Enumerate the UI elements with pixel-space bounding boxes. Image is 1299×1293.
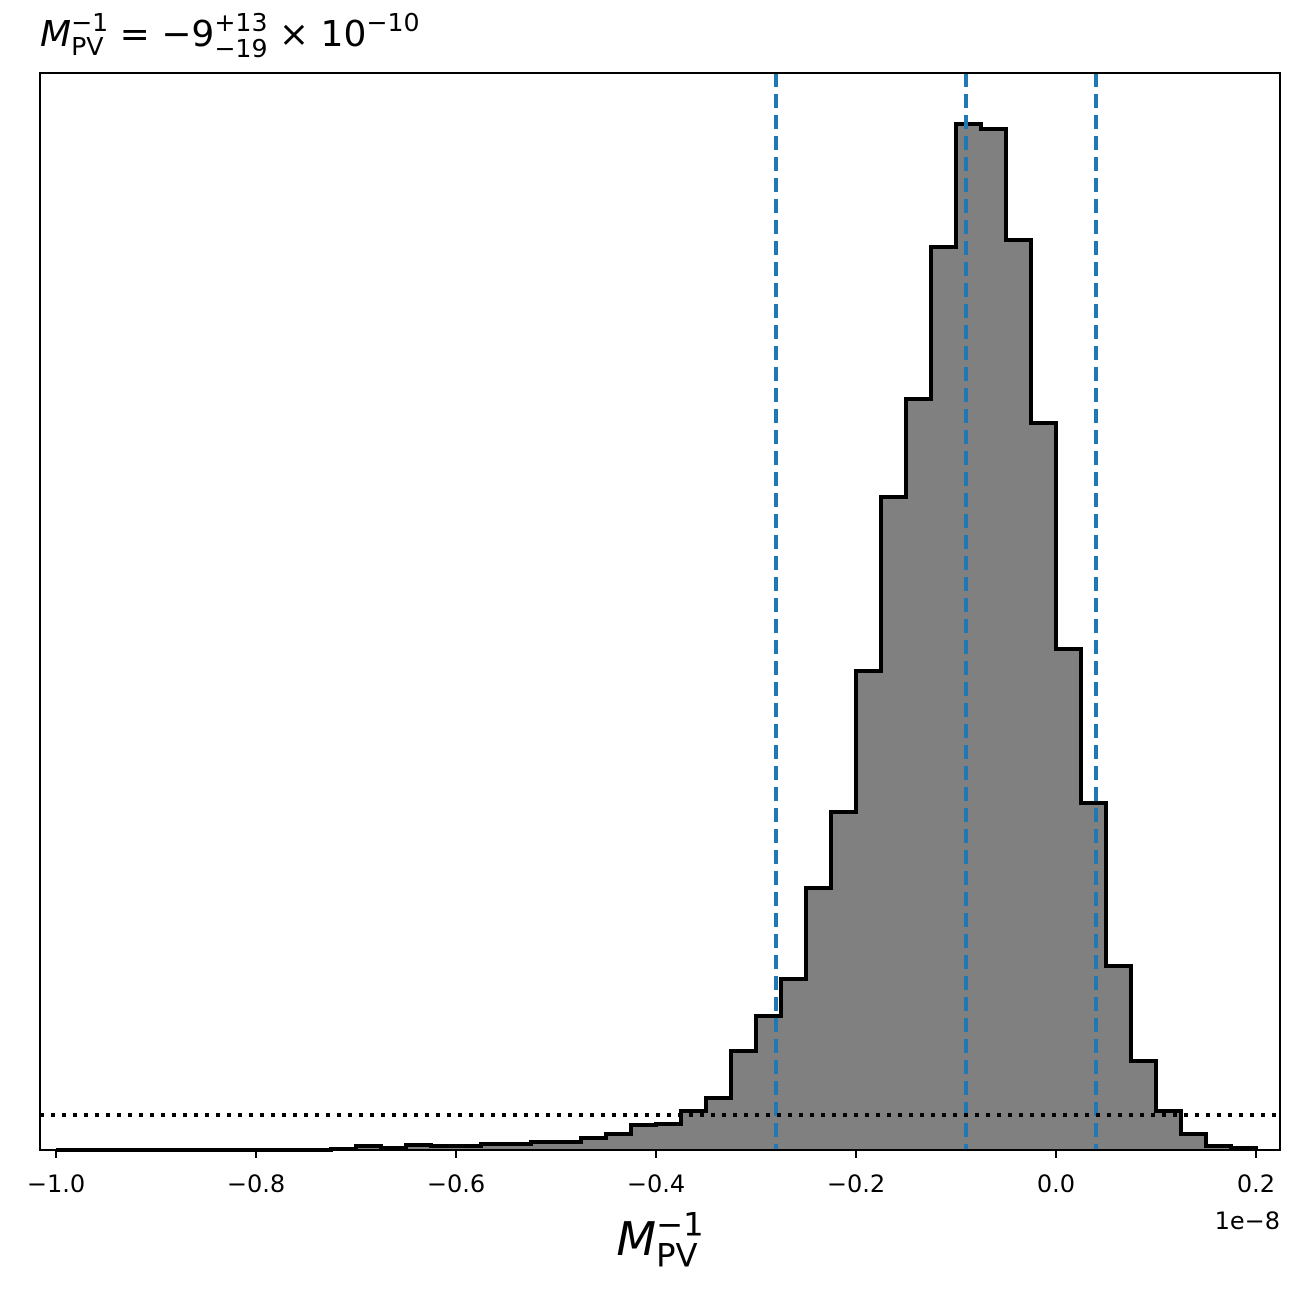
chart-title-part: PV	[71, 32, 104, 61]
x-axis-label-part: −1	[656, 1206, 703, 1244]
chart-title-part: −19	[214, 34, 267, 63]
bar	[1181, 1134, 1206, 1150]
chart-title-part: = −9	[108, 14, 214, 55]
x-axis-label: M PV−1	[616, 1206, 703, 1275]
chart-title-part: −10	[366, 8, 419, 37]
bar	[731, 1051, 756, 1150]
x-axis-label-part: PV	[656, 1237, 697, 1275]
chart-title: M PV−1 = −9 +13−19 × 10 −10	[40, 8, 420, 63]
x-tick-label: 0.0	[1037, 1170, 1075, 1198]
bar	[681, 1111, 706, 1150]
bar	[706, 1098, 731, 1150]
bar	[1131, 1061, 1156, 1150]
bar	[1156, 1111, 1181, 1150]
bar	[1081, 803, 1106, 1150]
bar	[781, 979, 806, 1150]
bar	[806, 888, 831, 1150]
chart-title-part: −1	[71, 8, 108, 37]
x-offset-label: 1e−8	[1215, 1207, 1280, 1235]
x-tick-label: −0.2	[827, 1170, 885, 1198]
chart-title-part: M	[40, 14, 71, 55]
bar	[581, 1138, 606, 1150]
plot-frame	[39, 72, 1281, 1151]
histogram-outline	[56, 122, 1258, 1152]
bar	[981, 129, 1006, 1150]
bar	[481, 1144, 506, 1150]
bar	[931, 247, 956, 1150]
bar	[831, 812, 856, 1150]
x-tick-label: −0.6	[427, 1170, 485, 1198]
bar	[556, 1142, 581, 1150]
bar	[1056, 649, 1081, 1150]
bar	[1006, 240, 1031, 1150]
bar	[631, 1125, 656, 1150]
x-tick-label: −0.4	[627, 1170, 685, 1198]
bar	[881, 497, 906, 1150]
bar	[956, 124, 981, 1150]
x-tick-label: −0.8	[227, 1170, 285, 1198]
chart-title-part: × 10	[267, 14, 366, 55]
bar	[856, 671, 881, 1150]
bar	[606, 1134, 631, 1150]
x-tick-label: 0.2	[1237, 1170, 1275, 1198]
bar	[531, 1142, 556, 1150]
x-tick-label: −1.0	[27, 1170, 85, 1198]
x-axis-label-part: M	[616, 1212, 656, 1266]
bar	[1031, 423, 1056, 1150]
bar	[406, 1145, 431, 1150]
bar	[906, 399, 931, 1150]
bar	[1106, 966, 1131, 1150]
bar	[506, 1144, 531, 1150]
chart-title-part: +13	[214, 8, 267, 37]
bar	[656, 1124, 681, 1150]
